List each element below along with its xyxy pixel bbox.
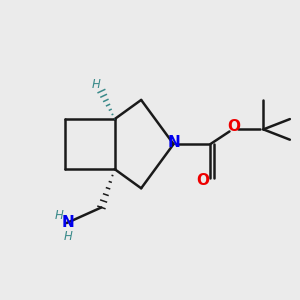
Text: H: H [54,209,63,222]
Text: N: N [62,214,75,230]
Text: H: H [92,78,100,91]
Text: H: H [64,230,73,243]
Text: O: O [196,173,209,188]
Text: O: O [228,119,241,134]
Text: N: N [167,135,180,150]
